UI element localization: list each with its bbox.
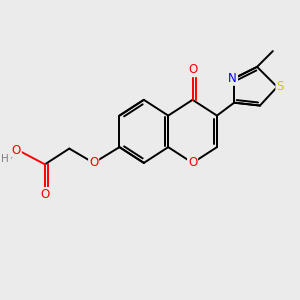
- Text: O: O: [89, 156, 98, 170]
- Text: H: H: [1, 154, 9, 164]
- Text: O: O: [188, 156, 197, 170]
- Text: N: N: [228, 72, 237, 85]
- Text: O: O: [12, 143, 21, 157]
- Text: O: O: [40, 188, 50, 201]
- Text: S: S: [276, 80, 284, 93]
- Text: O: O: [188, 63, 197, 76]
